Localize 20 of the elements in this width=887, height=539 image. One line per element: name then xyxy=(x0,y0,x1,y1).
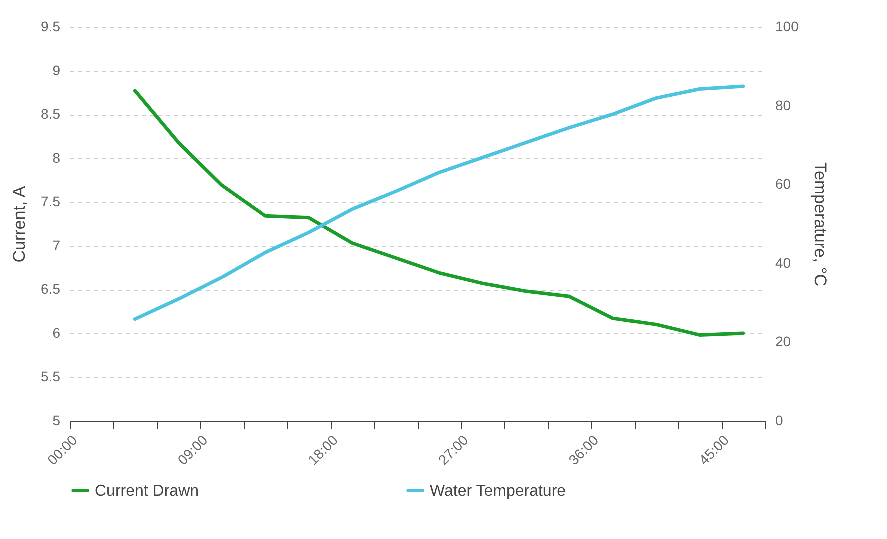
y2-tick-label: 20 xyxy=(776,334,792,350)
y-tick-label: 8 xyxy=(52,150,61,166)
y-tick-label: 6.5 xyxy=(41,281,61,298)
legend-label: Current Drawn xyxy=(95,482,200,500)
y-tick-label: 8.5 xyxy=(41,106,61,122)
y-tick-label: 5.5 xyxy=(41,368,61,385)
y2-tick-label: 80 xyxy=(776,97,792,114)
y2-tick-label: 40 xyxy=(776,254,792,271)
y-tick-label: 7.5 xyxy=(41,194,61,210)
y-tick-label: 9.5 xyxy=(41,18,61,34)
y2-tick-label: 60 xyxy=(776,176,792,192)
y-axis-title: Current, A xyxy=(10,186,30,263)
y-tick-label: 5 xyxy=(52,412,61,428)
y-tick-label: 7 xyxy=(52,237,61,254)
legend-label: Water Temperature xyxy=(430,482,566,500)
y-tick-label: 6 xyxy=(52,324,61,341)
y-tick-label: 9 xyxy=(52,62,61,78)
y2-tick-label: 100 xyxy=(776,18,800,34)
y2-tick-label: 0 xyxy=(776,412,784,428)
y2-axis-title: Temperature, °C xyxy=(810,162,830,286)
